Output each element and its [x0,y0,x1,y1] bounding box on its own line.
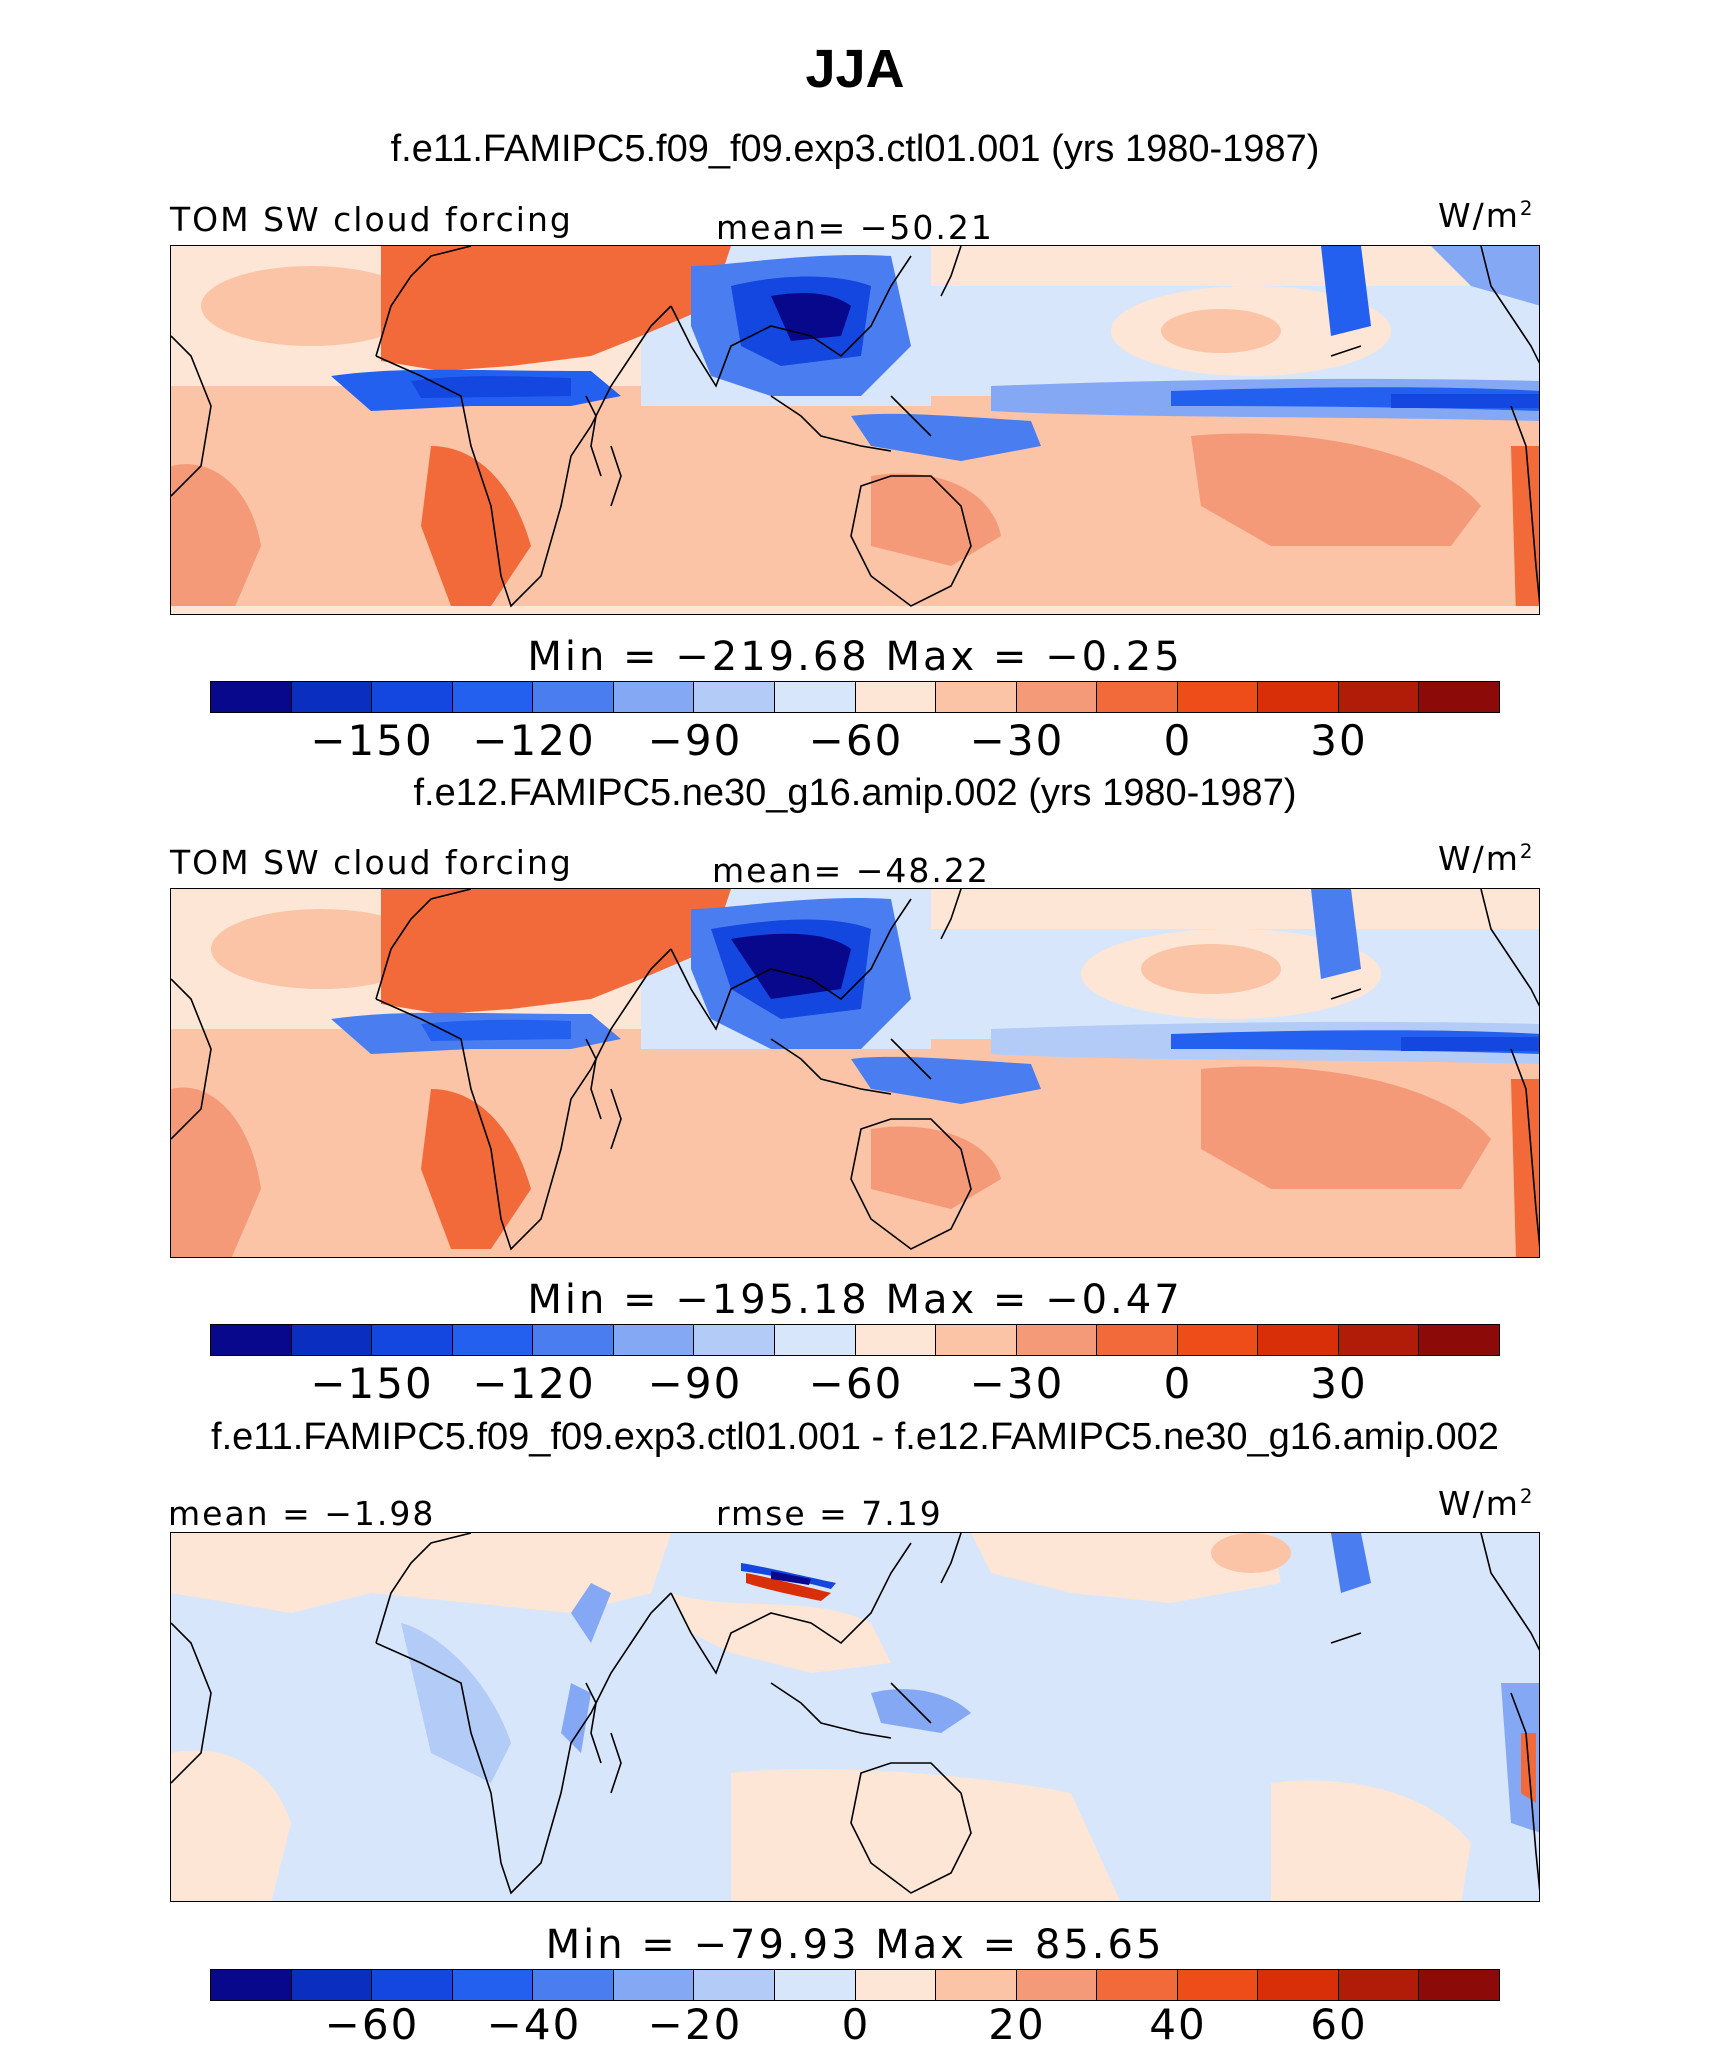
colorbar-swatch [372,1970,453,2000]
panel2-mean-label: mean= −48.22 [712,851,990,890]
colorbar-swatch [1016,1970,1098,2000]
colorbar-swatch [774,682,856,712]
panel3-case-title: f.e11.FAMIPC5.f09_f09.exp3.ctl01.001 - f… [211,1416,1499,1458]
colorbar-swatch [1016,682,1098,712]
colorbar-swatch [372,1325,453,1355]
colorbar-tick-label: 20 [988,2000,1046,2049]
panel1-units-label: W/m2 [1438,196,1535,235]
panel3-map-svg [171,1533,1539,1901]
panel2-case-title: f.e12.FAMIPC5.ne30_g16.amip.002 (yrs 198… [413,772,1297,814]
colorbar-tick-label: −40 [486,2000,582,2049]
panel3-map [170,1532,1540,1902]
panel3-mean-label: mean = −1.98 [168,1494,436,1533]
colorbar-swatch [1016,1325,1098,1355]
colorbar-tick-label: −120 [472,716,596,765]
panel3-rmse-label: rmse = 7.19 [716,1494,943,1533]
colorbar-tick-label: −30 [969,716,1065,765]
colorbar-swatch [211,682,292,712]
colorbar-tick-label: −120 [472,1359,596,1408]
colorbar-tick-label: −90 [647,1359,743,1408]
colorbar-swatch [613,1325,695,1355]
colorbar-tick-label: 0 [1163,1359,1193,1408]
panel2-colorbar [210,1324,1500,1356]
colorbar-swatch [291,682,373,712]
colorbar-swatch [936,1970,1017,2000]
panel1-case-title: f.e11.FAMIPC5.f09_f09.exp3.ctl01.001 (yr… [390,128,1320,170]
panel2-map [170,888,1540,1258]
colorbar-swatch [533,1325,614,1355]
colorbar-swatch [936,682,1017,712]
colorbar-tick-label: −30 [969,1359,1065,1408]
colorbar-tick-label: −90 [647,716,743,765]
colorbar-swatch [694,1325,775,1355]
panel1-minmax: Min = −219.68 Max = −0.25 [527,634,1183,680]
colorbar-tick-label: −150 [310,1359,434,1408]
colorbar-swatch [1177,1970,1259,2000]
colorbar-swatch [774,1970,856,2000]
colorbar-swatch [1419,682,1499,712]
colorbar-swatch [1338,1970,1420,2000]
panel1-variable-label: TOM SW cloud forcing [170,200,573,239]
colorbar-swatch [452,1970,534,2000]
panel3-minmax: Min = −79.93 Max = 85.65 [545,1922,1165,1968]
colorbar-swatch [1338,1325,1420,1355]
colorbar-tick-label: −20 [647,2000,743,2049]
panel2-units-label: W/m2 [1438,839,1535,878]
panel3-colorbar-ticks: −60 −40 −20 0 20 40 60 [0,2000,1710,2049]
colorbar-swatch [1177,682,1259,712]
figure-title: JJA [805,39,905,99]
colorbar-swatch [774,1325,856,1355]
colorbar-swatch [855,1970,937,2000]
colorbar-swatch [1258,682,1339,712]
colorbar-swatch [533,682,614,712]
colorbar-swatch [1419,1970,1499,2000]
panel3-units-label: W/m2 [1438,1484,1535,1523]
colorbar-swatch [211,1325,292,1355]
panel3-colorbar [210,1969,1500,2001]
panel2-map-svg [171,889,1539,1257]
colorbar-tick-label: 60 [1310,2000,1368,2049]
colorbar-tick-label: 0 [1163,716,1193,765]
colorbar-swatch [1177,1325,1259,1355]
colorbar-swatch [936,1325,1017,1355]
colorbar-swatch [211,1970,292,2000]
colorbar-swatch [613,1970,695,2000]
colorbar-swatch [1097,682,1178,712]
colorbar-swatch [613,682,695,712]
colorbar-swatch [855,682,937,712]
colorbar-swatch [1097,1970,1178,2000]
panel1-mean-label: mean= −50.21 [716,208,994,247]
colorbar-swatch [1338,682,1420,712]
colorbar-swatch [1258,1325,1339,1355]
panel1-map [170,245,1540,615]
colorbar-tick-label: 0 [841,2000,871,2049]
panel2-minmax: Min = −195.18 Max = −0.47 [527,1277,1183,1323]
colorbar-swatch [855,1325,937,1355]
colorbar-swatch [1419,1325,1499,1355]
panel1-colorbar [210,681,1500,713]
colorbar-swatch [372,682,453,712]
colorbar-tick-label: 30 [1310,1359,1368,1408]
colorbar-tick-label: −60 [808,716,904,765]
colorbar-swatch [694,1970,775,2000]
colorbar-tick-label: −60 [324,2000,420,2049]
panel2-colorbar-ticks: −150 −120 −90 −60 −30 0 30 [0,1359,1710,1409]
panel1-colorbar-ticks: −150 −120 −90 −60 −30 0 30 [0,716,1710,766]
colorbar-swatch [1097,1325,1178,1355]
colorbar-swatch [291,1970,373,2000]
colorbar-swatch [291,1325,373,1355]
colorbar-swatch [533,1970,614,2000]
panel1-map-svg [171,246,1539,614]
panel2-variable-label: TOM SW cloud forcing [170,843,573,882]
colorbar-tick-label: 40 [1149,2000,1207,2049]
colorbar-swatch [1258,1970,1339,2000]
colorbar-swatch [452,1325,534,1355]
colorbar-tick-label: −150 [310,716,434,765]
colorbar-tick-label: 30 [1310,716,1368,765]
colorbar-swatch [452,682,534,712]
colorbar-tick-label: −60 [808,1359,904,1408]
colorbar-swatch [694,682,775,712]
